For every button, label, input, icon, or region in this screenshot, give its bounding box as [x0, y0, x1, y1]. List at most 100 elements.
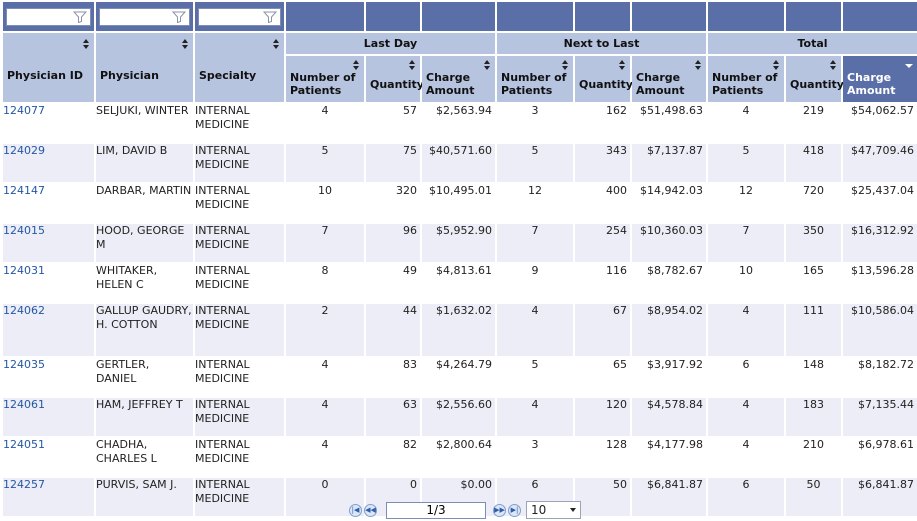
row-next-to-last-patients: 4 — [497, 304, 573, 356]
row-physician-id[interactable]: 124077 — [3, 104, 94, 142]
row-next-to-last-patients: 5 — [497, 144, 573, 182]
row-next-to-last-quantity: 120 — [575, 398, 630, 436]
filter-icon[interactable] — [263, 11, 277, 23]
row-total-charge: $6,841.87 — [843, 478, 917, 516]
column-header-last-day-quantity[interactable]: Quantity — [366, 56, 424, 102]
first-page-icon[interactable]: |◀ — [349, 503, 362, 517]
row-physician-id[interactable]: 124031 — [3, 264, 94, 302]
last-page-icon[interactable]: ▶| — [508, 503, 521, 517]
page-number-input[interactable] — [386, 501, 486, 519]
filter-cell-specialty — [195, 2, 284, 31]
column-header-total-quantity[interactable]: Quantity — [786, 56, 844, 102]
group-header-total: Total — [708, 33, 917, 54]
filter-cell-empty — [843, 2, 917, 31]
row-physician-id[interactable]: 124257 — [3, 478, 94, 516]
row-next-to-last-quantity: 128 — [575, 438, 630, 476]
row-last-day-patients: 4 — [286, 358, 364, 396]
sort-icon[interactable] — [409, 60, 416, 70]
row-physician: PURVIS, SAM J. — [96, 478, 193, 516]
row-last-day-charge: $2,800.64 — [422, 438, 495, 476]
sort-icon[interactable] — [830, 60, 837, 70]
table-row: 124035 GERTLER, DANIEL INTERNAL MEDICINE 4 8… — [3, 358, 917, 396]
column-header-total-charge[interactable]: Charge Amount — [843, 56, 917, 102]
physician-id-link[interactable]: 124051 — [3, 438, 45, 451]
physician-id-link[interactable]: 124029 — [3, 144, 45, 157]
physician-id-link[interactable]: 124147 — [3, 184, 45, 197]
sort-icon[interactable] — [484, 60, 491, 70]
column-header-physician[interactable]: Physician — [96, 33, 193, 102]
filter-input-physician-id[interactable] — [9, 9, 68, 24]
row-physician: LIM, DAVID B — [96, 144, 193, 182]
row-physician-id[interactable]: 124015 — [3, 224, 94, 262]
sort-icon[interactable] — [619, 60, 626, 70]
column-header-physician-id[interactable]: Physician ID — [3, 33, 94, 102]
physician-id-link[interactable]: 124257 — [3, 478, 45, 491]
row-last-day-charge: $2,556.60 — [422, 398, 495, 436]
row-next-to-last-charge: $8,782.67 — [632, 264, 706, 302]
row-physician-id[interactable]: 124147 — [3, 184, 94, 222]
row-next-to-last-quantity: 400 — [575, 184, 630, 222]
column-header-next-to-last-charge[interactable]: Charge Amount — [632, 56, 706, 102]
column-header-label: Quantity — [370, 78, 424, 91]
page-size-select[interactable]: 10 — [526, 501, 581, 519]
row-last-day-patients: 8 — [286, 264, 364, 302]
sort-icon[interactable] — [562, 60, 569, 70]
sort-descending-icon[interactable] — [905, 64, 913, 68]
column-header-total-patients[interactable]: Number of Patients — [708, 56, 784, 102]
physician-id-link[interactable]: 124062 — [3, 304, 45, 317]
sort-icon[interactable] — [353, 60, 360, 70]
filter-icon[interactable] — [172, 11, 186, 23]
row-physician-id[interactable]: 124051 — [3, 438, 94, 476]
column-header-last-day-patients[interactable]: Number of Patients — [286, 56, 364, 102]
filter-input-specialty[interactable] — [201, 9, 258, 24]
row-last-day-quantity: 82 — [366, 438, 420, 476]
sort-icon[interactable] — [773, 60, 780, 70]
filter-icon[interactable] — [73, 11, 87, 23]
filter-input-physician[interactable] — [102, 9, 165, 24]
row-total-patients: 7 — [708, 224, 784, 262]
physician-id-link[interactable]: 124061 — [3, 398, 45, 411]
row-next-to-last-patients: 5 — [497, 358, 573, 396]
row-physician: HOOD, GEORGE M — [96, 224, 193, 262]
table-row: 124061 HAM, JEFFREY T INTERNAL MEDICINE 4 63… — [3, 398, 917, 436]
prev-page-icon[interactable]: ◀◀ — [364, 503, 377, 517]
row-next-to-last-patients: 12 — [497, 184, 573, 222]
column-header-label: Number of Patients — [712, 71, 778, 97]
row-physician-id[interactable]: 124029 — [3, 144, 94, 182]
row-next-to-last-quantity: 65 — [575, 358, 630, 396]
row-last-day-quantity: 75 — [366, 144, 420, 182]
physician-id-link[interactable]: 124015 — [3, 224, 45, 237]
row-last-day-patients: 4 — [286, 398, 364, 436]
row-physician-id[interactable]: 124062 — [3, 304, 94, 356]
row-total-quantity: 350 — [786, 224, 841, 262]
row-total-quantity: 210 — [786, 438, 841, 476]
column-header-last-day-charge[interactable]: Charge Amount — [422, 56, 495, 102]
column-header-specialty[interactable]: Specialty — [195, 33, 284, 102]
next-page-icon[interactable]: ▶▶ — [493, 503, 506, 517]
filter-physician[interactable] — [99, 7, 190, 26]
column-header-next-to-last-quantity[interactable]: Quantity — [575, 56, 633, 102]
sort-icon[interactable] — [273, 39, 280, 49]
row-total-charge: $25,437.04 — [843, 184, 917, 222]
filter-specialty[interactable] — [198, 7, 281, 26]
row-physician: GERTLER, DANIEL — [96, 358, 193, 396]
column-header-next-to-last-patients[interactable]: Number of Patients — [497, 56, 573, 102]
sort-icon[interactable] — [182, 39, 189, 49]
sort-icon[interactable] — [83, 39, 90, 49]
row-last-day-charge: $40,571.60 — [422, 144, 495, 182]
physician-id-link[interactable]: 124035 — [3, 358, 45, 371]
filter-cell-empty — [708, 2, 784, 31]
row-physician-id[interactable]: 124035 — [3, 358, 94, 396]
row-next-to-last-quantity: 67 — [575, 304, 630, 356]
row-total-patients: 6 — [708, 358, 784, 396]
filter-physician-id[interactable] — [6, 7, 91, 26]
physician-id-link[interactable]: 124077 — [3, 104, 45, 117]
row-specialty: INTERNAL MEDICINE — [195, 478, 284, 516]
row-total-charge: $10,586.04 — [843, 304, 917, 356]
row-physician-id[interactable]: 124061 — [3, 398, 94, 436]
physician-id-link[interactable]: 124031 — [3, 264, 45, 277]
row-total-quantity: 219 — [786, 104, 841, 142]
row-next-to-last-quantity: 254 — [575, 224, 630, 262]
chevron-down-icon[interactable] — [570, 508, 576, 512]
sort-icon[interactable] — [695, 60, 702, 70]
